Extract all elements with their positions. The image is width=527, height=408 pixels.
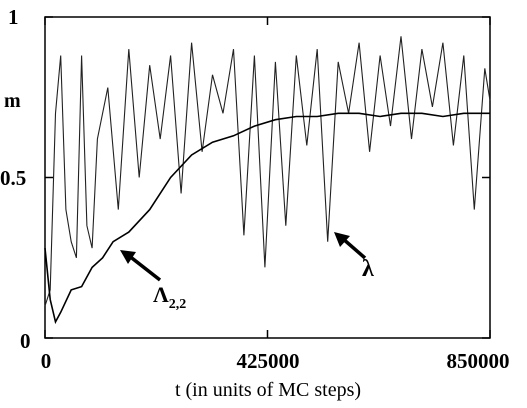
axis-ticks	[45, 17, 490, 338]
annotation-lambda-label: λ	[362, 256, 374, 282]
y-tick-label-0: 0	[20, 329, 31, 353]
series-lambda-line	[45, 36, 490, 306]
annotation-Lambda22-subscript: 2,2	[169, 297, 187, 312]
annotation-Lambda22-label: Λ2,2	[153, 282, 186, 312]
plot-frame	[45, 17, 490, 338]
x-axis-title: t (in units of MC steps)	[175, 379, 361, 401]
x-tick-label-425000: 425000	[237, 349, 300, 373]
annotation-Lambda22-symbol: Λ	[153, 282, 169, 307]
x-tick-label-850000: 850000	[447, 349, 510, 373]
y-tick-label-0.5: 0.5	[0, 166, 26, 190]
annotation-lambda: λ	[334, 232, 374, 282]
x-tick-label-0: 0	[41, 349, 52, 373]
y-tick-label-1: 1	[8, 5, 19, 29]
annotation-Lambda22-arrowhead	[120, 250, 136, 264]
annotation-Lambda22-arrow	[128, 255, 160, 280]
y-axis-title: m	[4, 90, 21, 112]
annotation-Lambda22: Λ2,2	[120, 250, 186, 312]
